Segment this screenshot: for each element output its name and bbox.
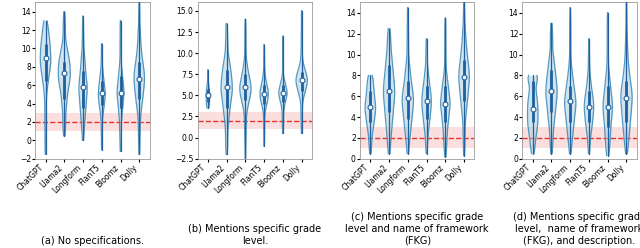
Text: (a) No specifications.: (a) No specifications. <box>41 236 144 246</box>
Text: (c) Mentions specific grade
level and name of framework
(FKG): (c) Mentions specific grade level and na… <box>346 212 489 246</box>
Bar <box>35 113 150 131</box>
Text: (d) Mentions specific grade
level,  name of framework
(FKG), and description.: (d) Mentions specific grade level, name … <box>513 212 640 246</box>
Bar <box>198 112 312 129</box>
Bar <box>360 127 474 148</box>
Text: (b) Mentions specific grade
level.: (b) Mentions specific grade level. <box>188 224 321 246</box>
Bar <box>522 127 637 148</box>
